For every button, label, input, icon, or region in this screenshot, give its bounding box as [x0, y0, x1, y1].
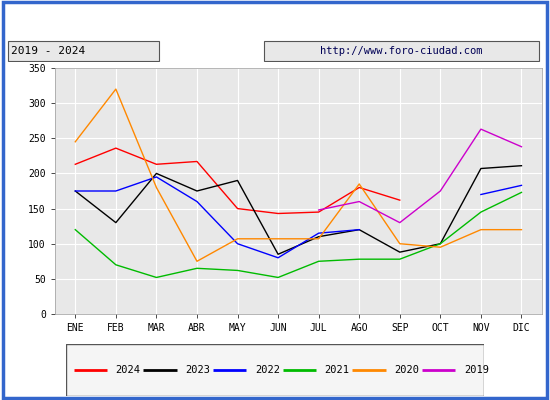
- Text: 2022: 2022: [255, 365, 280, 375]
- Text: 2023: 2023: [185, 365, 210, 375]
- FancyBboxPatch shape: [8, 41, 159, 61]
- Text: 2021: 2021: [324, 365, 349, 375]
- FancyBboxPatch shape: [66, 344, 484, 396]
- Text: 2019: 2019: [464, 365, 489, 375]
- Text: 2020: 2020: [394, 365, 419, 375]
- Text: http://www.foro-ciudad.com: http://www.foro-ciudad.com: [321, 46, 483, 56]
- Text: Evolucion Nº Turistas Extranjeros en el municipio de Valsequillo de Gran Canaria: Evolucion Nº Turistas Extranjeros en el …: [8, 18, 542, 30]
- FancyBboxPatch shape: [264, 41, 539, 61]
- Text: 2024: 2024: [116, 365, 140, 375]
- Text: 2019 - 2024: 2019 - 2024: [11, 46, 85, 56]
